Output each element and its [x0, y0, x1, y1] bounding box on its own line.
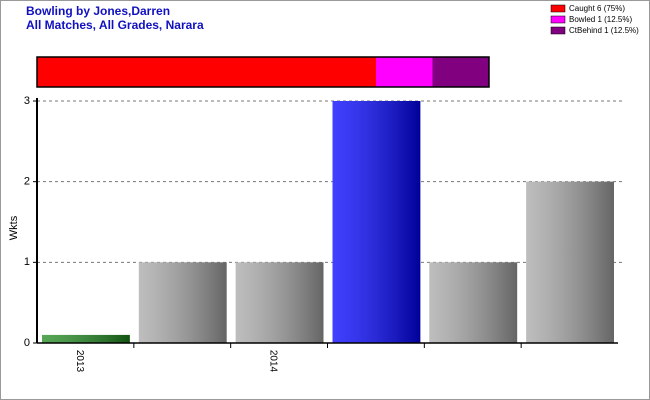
legend-swatch	[550, 15, 566, 24]
legend-swatch	[550, 26, 566, 35]
y-tick-label: 3	[24, 95, 30, 107]
legend-label: Bowled 1 (12.5%)	[569, 15, 632, 24]
proportion-segment	[432, 57, 489, 87]
bar-shade	[235, 262, 324, 343]
bar-shade	[526, 181, 614, 343]
bar-shade	[332, 101, 421, 343]
y-axis-label: Wkts	[8, 215, 20, 240]
proportion-frame	[36, 56, 490, 88]
proportion-segment	[37, 57, 376, 87]
legend-label: Caught 6 (75%)	[569, 4, 625, 13]
y-tick-label: 2	[24, 176, 30, 188]
x-tick-label: 2013	[74, 350, 85, 373]
bar-shade	[138, 262, 227, 343]
bar-shade	[429, 262, 518, 343]
chart-title: Bowling by Jones,Darren	[26, 4, 170, 18]
x-tick-label: 2014	[267, 350, 278, 373]
y-tick-label: 0	[24, 337, 30, 349]
chart-subtitle: All Matches, All Grades, Narara	[26, 18, 204, 32]
legend-swatch	[550, 4, 566, 13]
legend-label: CtBehind 1 (12.5%)	[569, 26, 639, 35]
y-tick-label: 1	[24, 256, 30, 268]
bar-shade	[42, 334, 130, 343]
proportion-segment	[376, 57, 433, 87]
